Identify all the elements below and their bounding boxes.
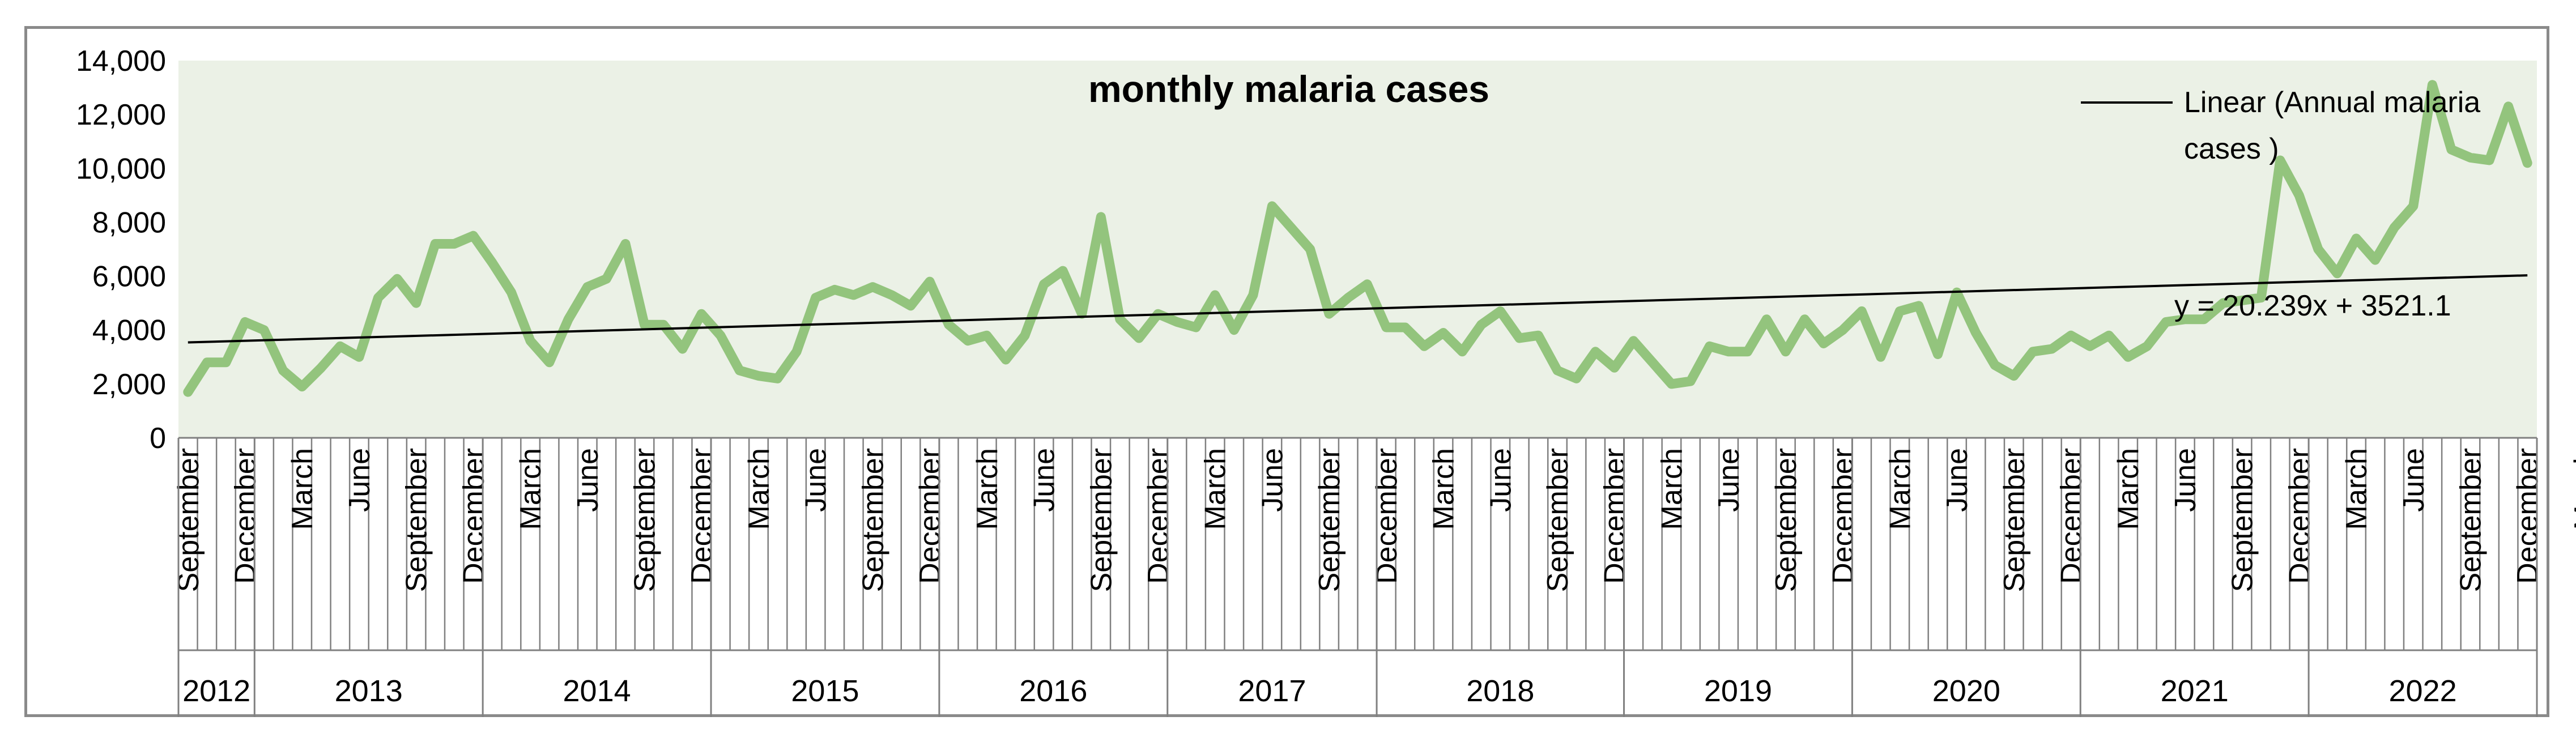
year-label: 2014 xyxy=(563,674,631,708)
month-label: September xyxy=(857,448,889,592)
y-tick-label: 10,000 xyxy=(76,152,166,185)
month-label: December xyxy=(1370,448,1403,584)
month-label: June xyxy=(1028,448,1061,512)
month-label: September xyxy=(172,448,205,592)
month-label: December xyxy=(457,448,490,584)
month-label: September xyxy=(629,448,662,592)
month-label: September xyxy=(1313,448,1346,592)
year-label: 2015 xyxy=(791,674,859,708)
year-label: 2019 xyxy=(1704,674,1772,708)
month-label: June xyxy=(1713,448,1745,512)
month-label: March xyxy=(286,448,319,530)
year-label: 2016 xyxy=(1019,674,1087,708)
month-label: December xyxy=(685,448,718,584)
legend-label-line-2: cases ) xyxy=(2184,133,2279,165)
y-tick-label: 4,000 xyxy=(92,314,166,347)
month-label: September xyxy=(2454,448,2487,592)
month-label: September xyxy=(1998,448,2031,592)
year-label: 2021 xyxy=(2161,674,2229,708)
month-label: March xyxy=(514,448,547,530)
year-label: 2017 xyxy=(1238,674,1306,708)
month-label: June xyxy=(800,448,833,512)
month-label: December xyxy=(1142,448,1175,584)
month-label: September xyxy=(1085,448,1118,592)
chart-title: monthly malaria cases xyxy=(1088,68,1489,110)
month-label: June xyxy=(1484,448,1517,512)
series-line-monthly-malaria-cases xyxy=(183,80,2532,397)
y-tick-label: 12,000 xyxy=(76,99,166,131)
y-tick-label: 8,000 xyxy=(92,206,166,239)
y-tick-label: 2,000 xyxy=(92,368,166,401)
month-label: December xyxy=(1827,448,1860,584)
month-label: December xyxy=(2055,448,2088,584)
month-label: June xyxy=(343,448,376,512)
y-tick-label: 0 xyxy=(150,422,166,455)
y-tick-label: 14,000 xyxy=(76,45,166,78)
month-label: December xyxy=(1599,448,1632,584)
month-label: March xyxy=(2340,448,2373,530)
chart-frame xyxy=(24,26,2549,717)
month-label: December xyxy=(2511,448,2544,584)
month-label: December xyxy=(914,448,947,584)
y-tick-label: 6,000 xyxy=(92,261,166,293)
year-label: 2022 xyxy=(2388,674,2456,708)
month-label: September xyxy=(401,448,433,592)
legend-label-line-1: Linear (Annual malaria xyxy=(2184,86,2480,119)
month-label: September xyxy=(1770,448,1803,592)
month-label: March xyxy=(971,448,1004,530)
year-label: 2012 xyxy=(182,674,250,708)
month-label: March xyxy=(2569,448,2576,530)
month-label: September xyxy=(2226,448,2259,592)
month-label: June xyxy=(2169,448,2202,512)
month-label: December xyxy=(2283,448,2316,584)
year-label: 2018 xyxy=(1466,674,1534,708)
month-label: December xyxy=(229,448,262,584)
month-label: September xyxy=(1542,448,1574,592)
month-label: June xyxy=(1256,448,1289,512)
plot-area xyxy=(178,61,2537,438)
month-label: June xyxy=(1941,448,1974,512)
month-label: June xyxy=(2398,448,2430,512)
trendline-equation: y = 20.239x + 3521.1 xyxy=(2174,289,2451,322)
month-label: June xyxy=(572,448,604,512)
month-label: March xyxy=(1199,448,1232,530)
trendline xyxy=(188,274,2528,344)
month-label: March xyxy=(2112,448,2145,530)
year-label: 2013 xyxy=(335,674,403,708)
year-label: 2020 xyxy=(1932,674,2000,708)
month-label: March xyxy=(1655,448,1688,530)
month-label: March xyxy=(743,448,776,530)
month-label: March xyxy=(1884,448,1917,530)
month-label: March xyxy=(1428,448,1461,530)
